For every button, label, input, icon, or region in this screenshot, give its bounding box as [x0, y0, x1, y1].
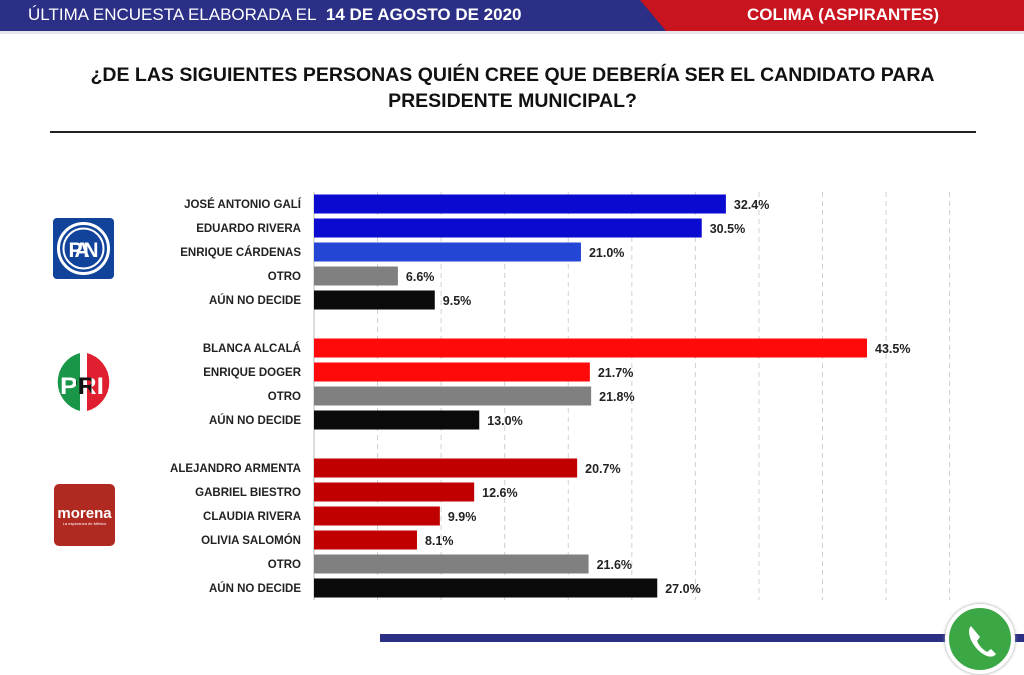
data-label: 9.9% [448, 510, 477, 524]
bar [314, 362, 590, 382]
footer-bar [380, 634, 1024, 642]
bar [314, 458, 578, 478]
category-label: OTRO [268, 391, 301, 403]
header-date: 14 DE AGOSTO DE 2020 [325, 5, 522, 24]
title-line-2: PRESIDENTE MUNICIPAL? [388, 90, 637, 112]
data-label: 21.8% [599, 390, 634, 404]
category-label: AÚN NO DECIDE [209, 582, 301, 595]
title-line-1: ¿DE LAS SIGUIENTES PERSONAS QUIÉN CREE Q… [90, 64, 935, 86]
data-label: 43.5% [875, 342, 910, 356]
header-region: COLIMA (ASPIRANTES) [747, 5, 940, 24]
bar [314, 242, 581, 262]
category-label: OTRO [268, 559, 301, 571]
bar [314, 338, 867, 358]
data-label: 32.4% [734, 198, 769, 212]
category-label: ENRIQUE CÁRDENAS [180, 246, 301, 259]
bar [314, 482, 475, 502]
header-shadow [0, 31, 1024, 34]
data-label: 30.5% [710, 222, 745, 236]
title-divider [50, 131, 976, 133]
bar [314, 554, 589, 574]
bar-chart: PAN PRI morena La esperanza de México JO… [53, 192, 951, 600]
pan-logo-text: PAN [69, 239, 99, 262]
data-label: 6.6% [406, 270, 435, 284]
header-region-bar [640, 0, 1024, 31]
category-label: ALEJANDRO ARMENTA [170, 463, 301, 475]
category-label: AÚN NO DECIDE [209, 294, 301, 307]
whatsapp-button[interactable] [945, 604, 1015, 674]
bar [314, 386, 592, 406]
category-label: OLIVIA SALOMÓN [201, 534, 301, 547]
bar [314, 290, 435, 310]
data-label: 21.6% [597, 558, 632, 572]
data-label: 13.0% [487, 414, 522, 428]
category-label: EDUARDO RIVERA [196, 223, 301, 235]
pan-logo: PAN [53, 218, 114, 279]
data-label: 8.1% [425, 534, 454, 548]
header-prefix: ÚLTIMA ENCUESTA ELABORADA EL 14 DE AGOST… [28, 5, 522, 24]
bar [314, 218, 702, 238]
bar [314, 578, 658, 598]
chart-title: ¿DE LAS SIGUIENTES PERSONAS QUIÉN CREE Q… [50, 62, 975, 114]
pri-logo-text: PRI [60, 373, 104, 400]
morena-logo-tagline: La esperanza de México [63, 521, 107, 526]
bar [314, 506, 440, 526]
bar [314, 410, 480, 430]
category-label: JOSÉ ANTONIO GALÍ [184, 198, 302, 211]
category-label: CLAUDIA RIVERA [203, 511, 301, 523]
category-label: BLANCA ALCALÁ [203, 342, 301, 355]
bar [314, 530, 417, 550]
bar [314, 266, 398, 286]
category-label: GABRIEL BIESTRO [195, 487, 301, 499]
data-label: 12.6% [482, 486, 517, 500]
data-label: 20.7% [585, 462, 620, 476]
morena-logo-text: morena [57, 505, 112, 522]
category-label: AÚN NO DECIDE [209, 414, 301, 427]
data-label: 21.0% [589, 246, 624, 260]
category-label: OTRO [268, 271, 301, 283]
data-label: 27.0% [665, 582, 700, 596]
bar [314, 194, 726, 214]
phone-icon [969, 626, 996, 657]
data-label: 9.5% [443, 294, 472, 308]
data-label: 21.7% [598, 366, 633, 380]
pri-logo: PRI [57, 353, 110, 411]
category-label: ENRIQUE DOGER [203, 367, 301, 379]
morena-logo: morena La esperanza de México [54, 484, 115, 546]
